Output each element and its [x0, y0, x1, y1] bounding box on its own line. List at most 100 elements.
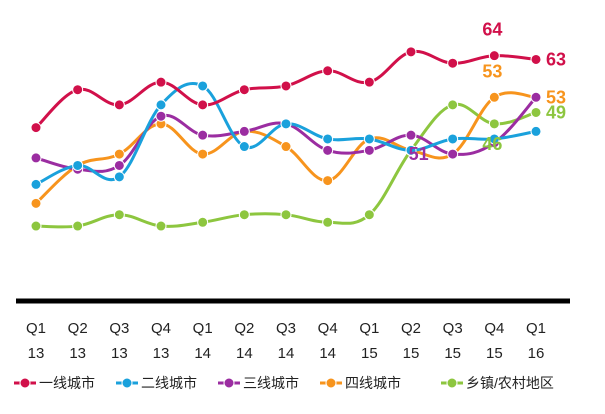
data-label: 63 [546, 49, 566, 69]
legend-item: 二线城市 [116, 375, 197, 391]
data-point [238, 141, 250, 153]
data-point [447, 148, 459, 160]
data-label: 53 [546, 87, 566, 107]
data-point [405, 144, 417, 156]
legend-marker [446, 377, 458, 389]
data-point [72, 220, 84, 232]
x-tick-quarter: Q4 [151, 320, 171, 337]
legend-label: 一线城市 [39, 375, 95, 391]
series-1 [30, 46, 542, 134]
x-tick-quarter: Q1 [359, 320, 379, 337]
x-tick-year: 14 [319, 345, 336, 362]
x-tick-year: 14 [236, 345, 253, 362]
data-point [155, 220, 167, 232]
legend-label: 乡镇/农村地区 [466, 375, 554, 391]
data-point [530, 91, 542, 103]
data-point [197, 80, 209, 92]
data-point [30, 122, 42, 134]
legend-item: 乡镇/农村地区 [441, 375, 554, 391]
data-label: 53 [482, 61, 502, 81]
data-point [30, 197, 42, 209]
data-point [363, 76, 375, 88]
x-tick-year: 14 [194, 345, 211, 362]
data-point [113, 148, 125, 160]
legend-item: 三线城市 [218, 375, 299, 391]
data-point [155, 76, 167, 88]
x-tick-quarter: Q4 [318, 320, 338, 337]
x-tick-quarter: Q1 [26, 320, 46, 337]
legend-label: 四线城市 [345, 375, 401, 391]
x-tick-year: 15 [361, 345, 378, 362]
x-tick-year: 13 [111, 345, 128, 362]
legend-marker [223, 377, 235, 389]
data-point [322, 65, 334, 77]
data-point [197, 99, 209, 111]
data-point [113, 159, 125, 171]
data-point [405, 46, 417, 58]
data-point [113, 171, 125, 183]
data-point [530, 53, 542, 65]
x-tick-quarter: Q2 [401, 320, 421, 337]
data-point [488, 91, 500, 103]
series-layer [30, 46, 542, 232]
data-point [197, 216, 209, 228]
data-point [72, 84, 84, 96]
data-point [113, 209, 125, 221]
data-point [280, 141, 292, 153]
data-point [363, 133, 375, 145]
data-point [322, 216, 334, 228]
data-point [113, 99, 125, 111]
data-point [197, 129, 209, 141]
x-tick-quarter: Q3 [443, 320, 463, 337]
data-point [530, 125, 542, 137]
data-point [280, 209, 292, 221]
legend: 一线城市 二线城市 三线城市 四线城市 乡镇/农村地区 [14, 375, 554, 391]
data-point [322, 144, 334, 156]
data-point [280, 80, 292, 92]
data-point [488, 118, 500, 130]
x-tick-year: 15 [486, 345, 503, 362]
data-point [488, 133, 500, 145]
data-point [322, 175, 334, 187]
data-label-layer: 64 63 53 53 51 46 49 [409, 20, 566, 164]
legend-marker [325, 377, 337, 389]
x-tick-quarter: Q1 [526, 320, 546, 337]
data-point [238, 209, 250, 221]
data-label: 49 [546, 102, 566, 122]
x-tick-year: 15 [444, 345, 461, 362]
x-tick-year: 13 [153, 345, 170, 362]
data-point [30, 178, 42, 190]
x-tick-year: 14 [278, 345, 295, 362]
legend-marker [19, 377, 31, 389]
x-tick-labels: Q113Q213Q313Q413Q114Q214Q314Q414Q115Q215… [26, 320, 546, 362]
data-point [280, 118, 292, 130]
data-point [197, 148, 209, 160]
legend-item: 四线城市 [320, 375, 401, 391]
data-point [322, 133, 334, 145]
data-point [155, 99, 167, 111]
x-tick-quarter: Q3 [276, 320, 296, 337]
data-point [30, 220, 42, 232]
x-tick-year: 13 [69, 345, 86, 362]
data-point [447, 99, 459, 111]
data-point [405, 129, 417, 141]
data-point [238, 125, 250, 137]
data-point [488, 50, 500, 62]
x-tick-quarter: Q1 [193, 320, 213, 337]
x-tick-year: 16 [528, 345, 545, 362]
data-point [363, 209, 375, 221]
x-tick-year: 15 [403, 345, 420, 362]
data-point [447, 57, 459, 69]
data-label: 64 [482, 20, 502, 40]
data-point [447, 133, 459, 145]
